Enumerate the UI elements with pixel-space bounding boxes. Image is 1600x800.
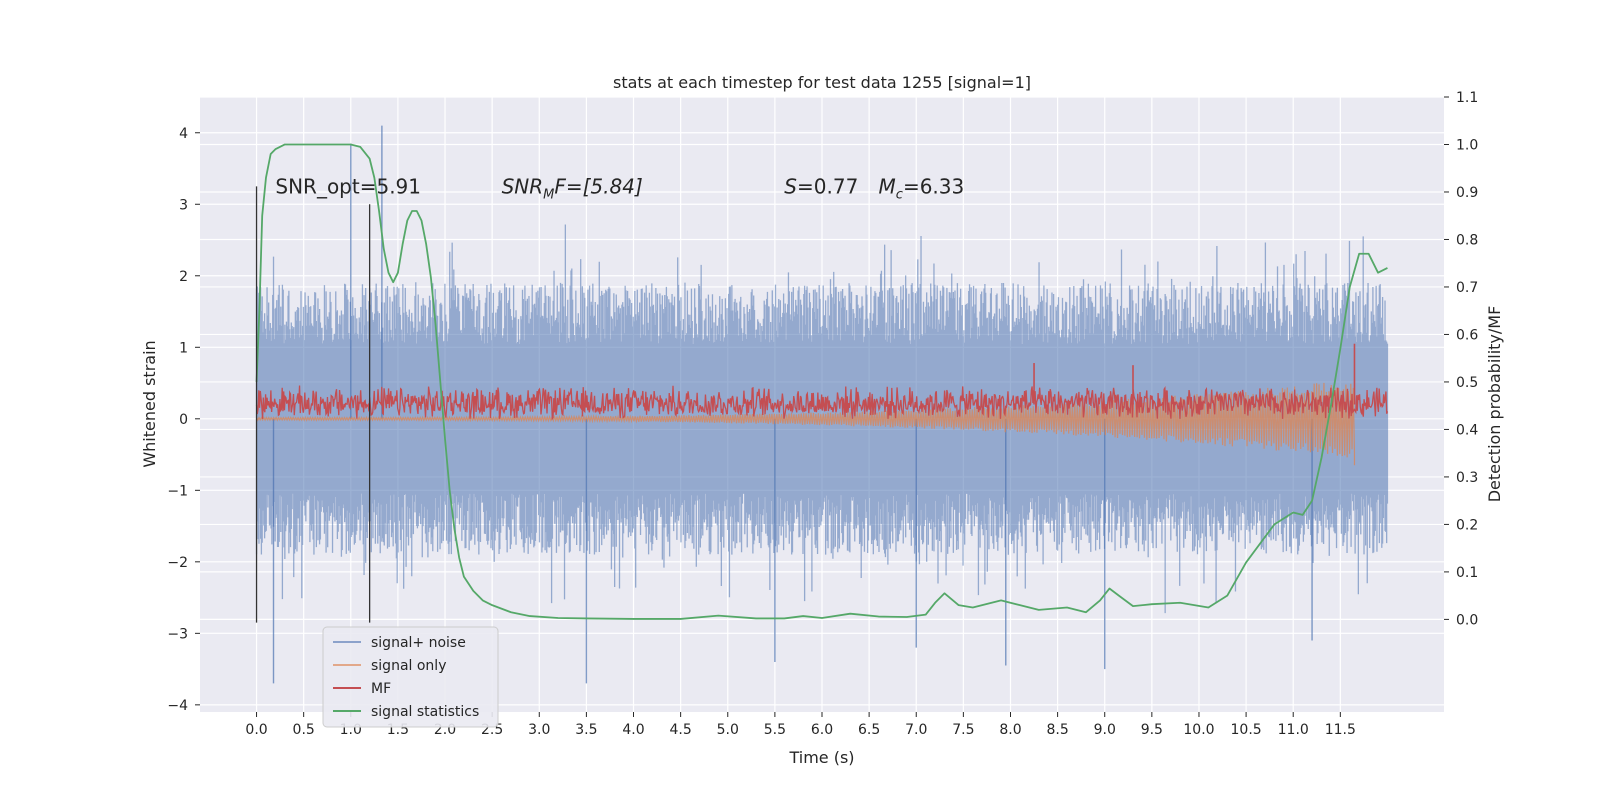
signal-statistics-line	[255, 143, 1388, 620]
x-tick-label: 9.0	[1094, 722, 1116, 738]
annotation-3: Mc=6.33	[879, 174, 965, 202]
x-tick-label: 9.5	[1141, 722, 1163, 738]
y2-tick-label: 0.7	[1456, 280, 1478, 296]
y2-tick-label: 1.1	[1456, 90, 1478, 106]
x-tick-label: 7.5	[952, 722, 974, 738]
annotations: SNR_opt=5.91 SNRMF=[5.84] S=0.77 Mc=6.33	[275, 174, 964, 202]
x-tick-label: 4.5	[670, 722, 692, 738]
y-tick-label: 2	[179, 269, 188, 285]
x-tick-label: 4.0	[622, 722, 644, 738]
x-tick-label: 11.5	[1325, 722, 1356, 738]
y2-tick-label: 0.9	[1456, 185, 1478, 201]
x-tick-label: 8.0	[999, 722, 1021, 738]
chart-title: stats at each timestep for test data 125…	[613, 73, 1031, 92]
y2-tick-label: 1.0	[1456, 137, 1478, 153]
signal-only-line	[256, 382, 1356, 466]
x-tick-label: 0.5	[293, 722, 315, 738]
signal-statistics-series	[255, 143, 1388, 620]
y-tick-label: −3	[167, 626, 188, 642]
mf-series	[255, 343, 1389, 421]
y2-tick-label: 0.6	[1456, 327, 1478, 343]
annotation-0: SNR_opt=5.91	[275, 174, 421, 198]
y2-tick-label: 0.0	[1456, 612, 1478, 628]
y-tick-label: 1	[179, 340, 188, 356]
legend-label-1: signal only	[371, 658, 446, 674]
legend: signal+ noise signal only MF signal statist…	[322, 626, 499, 728]
y2-tick-label: 0.5	[1456, 375, 1478, 391]
y2-axis-title: Detection probability/MF	[1485, 306, 1504, 503]
signal-only-series	[256, 382, 1356, 466]
traces	[255, 125, 1389, 684]
x-tick-label: 7.0	[905, 722, 927, 738]
y2-tick-label: 0.8	[1456, 232, 1478, 248]
x-tick-label: 11.0	[1278, 722, 1309, 738]
x-tick-label: 10.5	[1231, 722, 1262, 738]
legend-label-3: signal statistics	[371, 704, 479, 720]
x-tick-label: 5.5	[764, 722, 786, 738]
annotation-2: S=0.77	[784, 174, 858, 198]
signal-noise-spikes	[272, 125, 1313, 684]
annotation-1: SNRMF=[5.84]	[502, 174, 643, 202]
y2-tick-label: 0.4	[1456, 422, 1478, 438]
x-tick-label: 8.5	[1046, 722, 1068, 738]
legend-box	[322, 626, 499, 728]
y-axis-title: Whitened strain	[140, 340, 159, 467]
mf-line	[255, 385, 1389, 421]
y-tick-label: −1	[167, 483, 188, 499]
x-tick-label: 0.0	[245, 722, 267, 738]
y-tick-label: 0	[179, 412, 188, 428]
legend-label-2: MF	[371, 681, 391, 697]
y2-tick-label: 0.1	[1456, 565, 1478, 581]
x-tick-label: 6.0	[811, 722, 833, 738]
x-tick-label: 3.5	[575, 722, 597, 738]
x-tick-label: 5.0	[717, 722, 739, 738]
y2-tick-label: 0.2	[1456, 517, 1478, 533]
x-tick-label: 3.0	[528, 722, 550, 738]
y-tick-label: 3	[179, 197, 188, 213]
x-axis-title: Time (s)	[788, 748, 854, 767]
y-tick-label: −4	[167, 698, 188, 714]
x-tick-label: 10.0	[1183, 722, 1214, 738]
y-tick-label: −2	[167, 555, 188, 571]
legend-label-0: signal+ noise	[371, 635, 466, 651]
x-tick-label: 6.5	[858, 722, 880, 738]
y-tick-label: 4	[179, 126, 188, 142]
y2-tick-label: 0.3	[1456, 470, 1478, 486]
